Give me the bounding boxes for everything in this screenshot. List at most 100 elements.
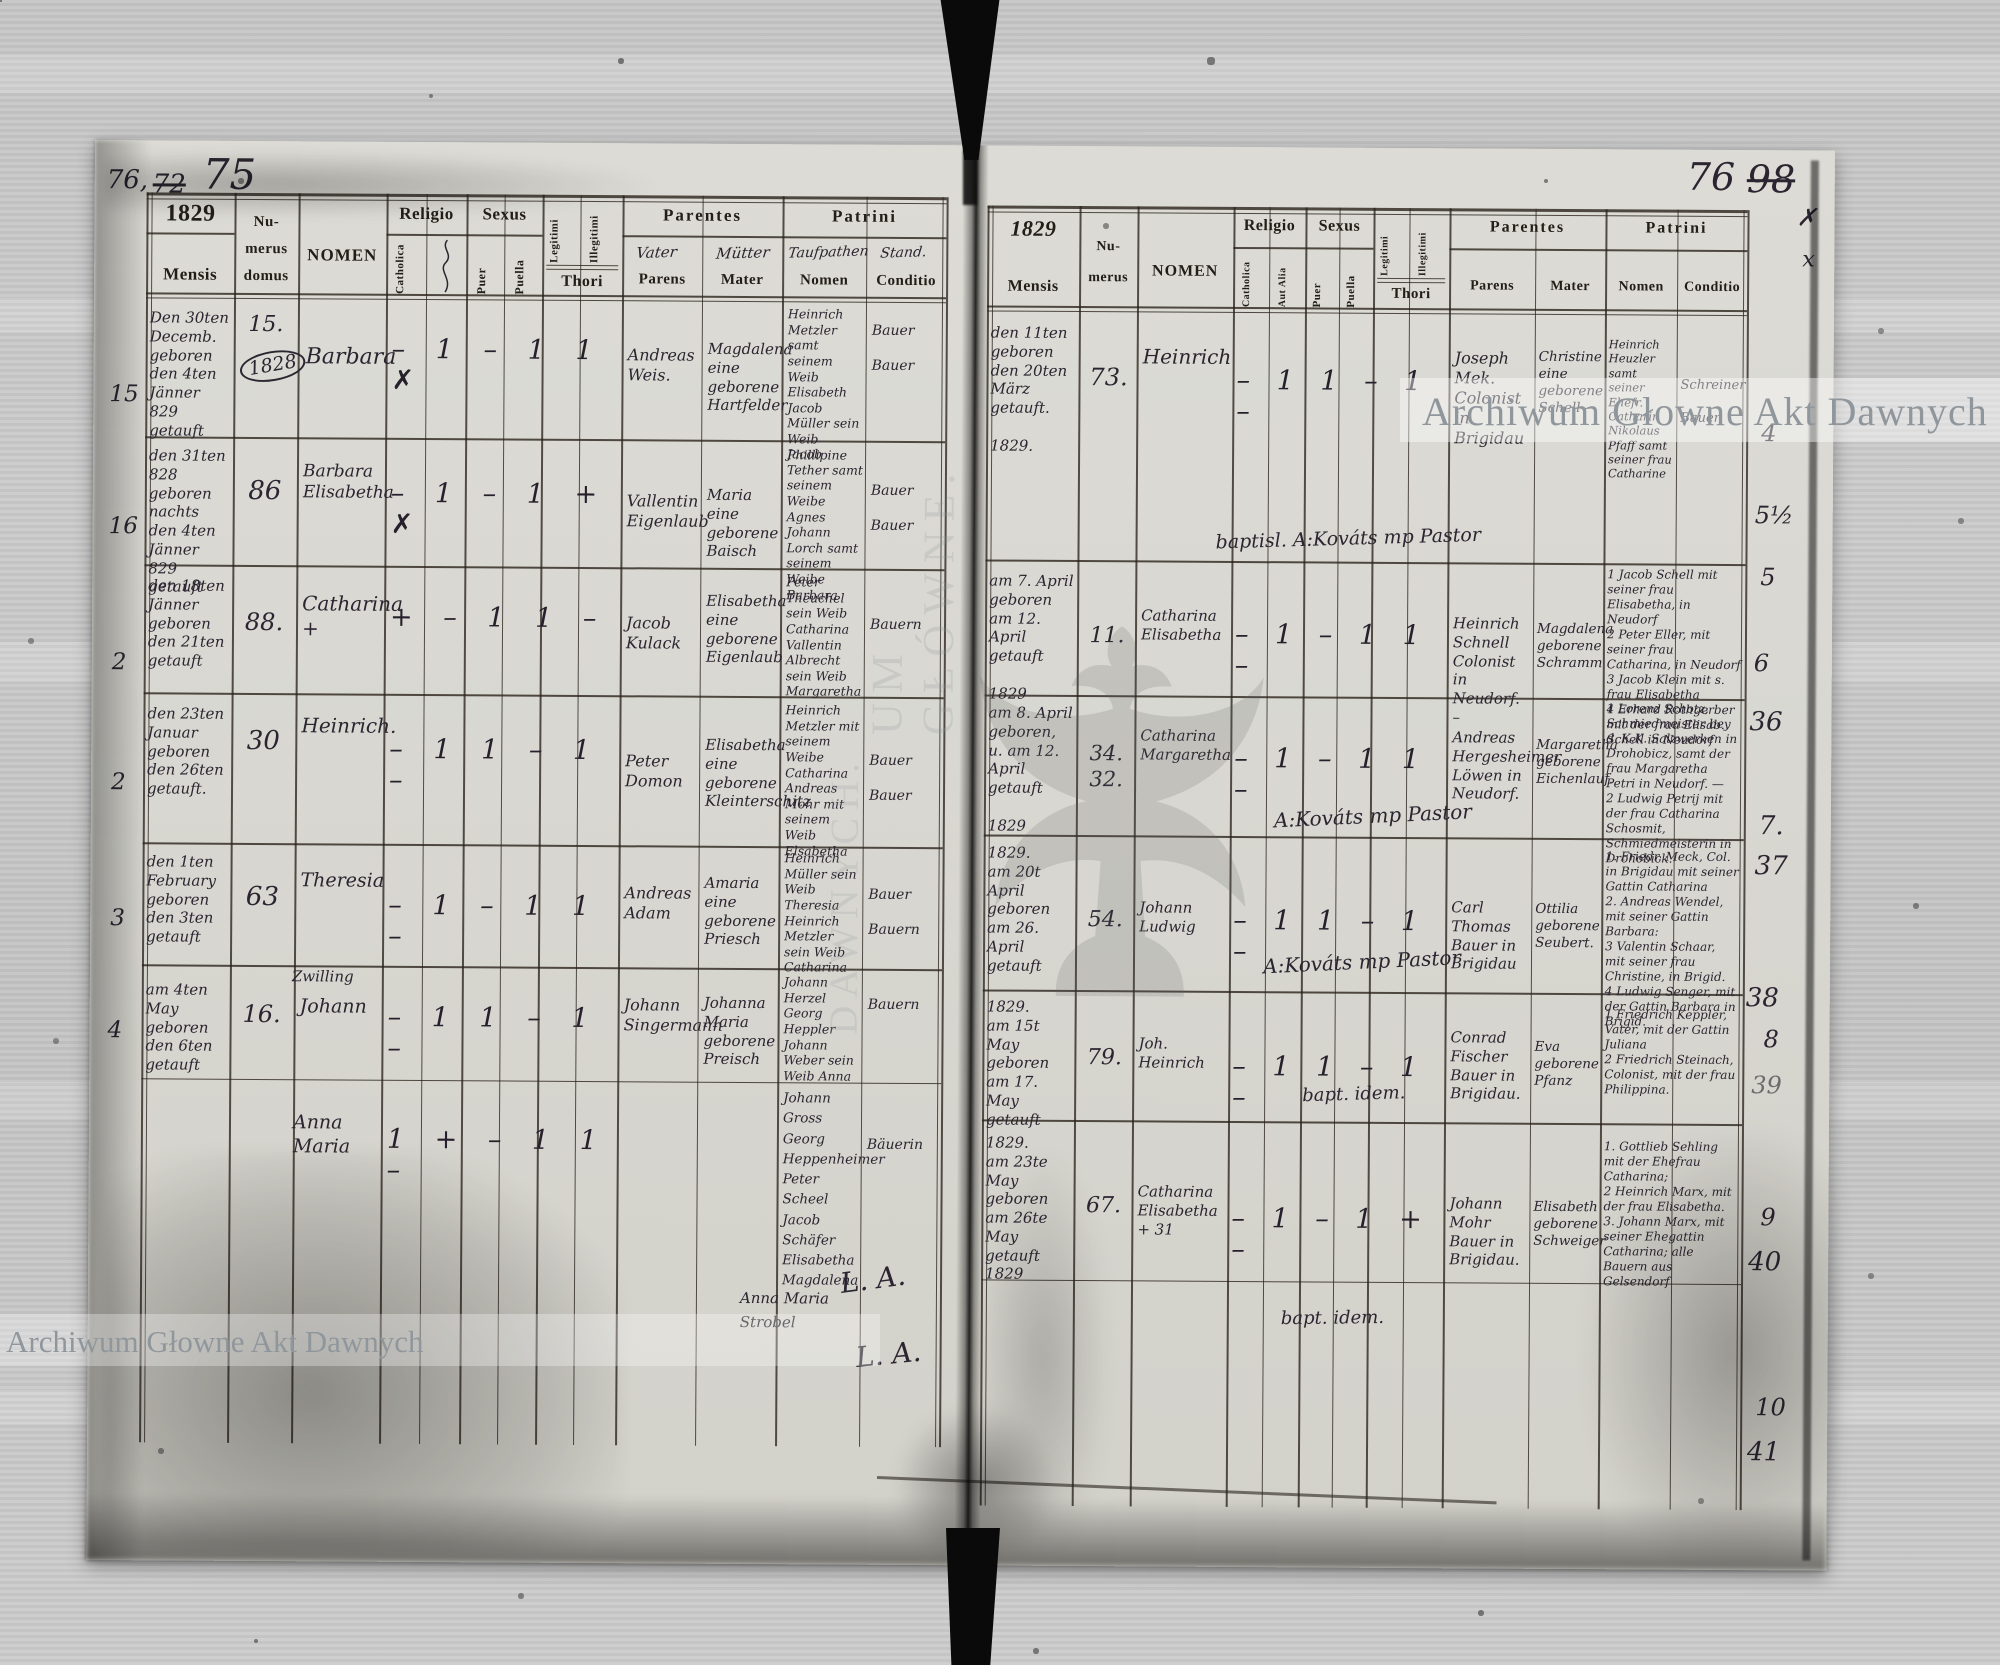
cell-nomen: Catharina + bbox=[301, 591, 404, 641]
handwritten-scrawl bbox=[442, 239, 450, 293]
grid-line bbox=[1377, 277, 1446, 280]
col-header-illegitimi: Illegitimi bbox=[1417, 232, 1429, 277]
cell-marks: + – 1 1 – bbox=[389, 601, 597, 635]
right-margin-number: 6 bbox=[1753, 649, 1770, 678]
group-header-parentes: Parentes bbox=[663, 205, 743, 225]
cell-marks: – 1 – 1 1 ✗ bbox=[391, 333, 593, 396]
cell-mater: Maria eine geborene Baisch bbox=[706, 485, 779, 561]
cell-patrini: Peter Theuchel sein Weib Catharina Valle… bbox=[785, 574, 862, 700]
grid-line bbox=[1233, 246, 1374, 250]
agad-eagle-watermark-icon bbox=[979, 626, 1264, 997]
right-margin-number: 7. bbox=[1758, 811, 1784, 842]
cell-mensis: den 18ten Jänner geboren den 21ten getau… bbox=[147, 576, 225, 670]
baptism-annotation: bapt. idem. bbox=[1301, 1082, 1406, 1107]
hand-label-stand: Stand. bbox=[879, 244, 928, 262]
group-header-religio: Religio bbox=[399, 203, 454, 224]
cell-mater: Elisabetha eine geborene Kleinterschitz bbox=[704, 735, 811, 811]
col-header-patrini-nomen: Nomen bbox=[1618, 279, 1664, 295]
watermark-band bbox=[0, 1314, 880, 1366]
cell-conditio: Bauer Bauer bbox=[871, 322, 915, 375]
right-page-number: 76 bbox=[1686, 154, 1736, 200]
col-header-mater: Mater bbox=[720, 271, 764, 289]
hand-label-mutter: Mütter bbox=[715, 243, 771, 263]
right-margin-number: 41 bbox=[1746, 1437, 1781, 1468]
group-header-parentes: Parentes bbox=[1489, 218, 1566, 236]
cell-domus: 16. bbox=[242, 999, 281, 1029]
col-header-puella: Puella bbox=[512, 259, 527, 295]
archive-watermark-bottom: Archiwum Głowne Akt Dawnych bbox=[6, 1324, 424, 1359]
cell-mater: Magdalena eine geborene Hartfelder bbox=[707, 339, 793, 415]
cell-domus: 79. bbox=[1086, 1045, 1122, 1071]
col-header-thori: Thori bbox=[561, 272, 604, 291]
left-corner-note: 76, bbox=[106, 165, 149, 196]
cell-mater: Elisabetha eine geborene Eigenlaub bbox=[705, 591, 787, 667]
cell-nomen: Barbara Elisabetha bbox=[302, 461, 394, 504]
grid-line bbox=[546, 264, 619, 267]
group-header-patrini: Patrini bbox=[1645, 219, 1708, 237]
cell-nomen: Joh. Heinrich bbox=[1138, 1034, 1205, 1072]
cell-nomen: Barbara bbox=[305, 344, 397, 370]
center-watermark-text: UM GŁÓWNE. bbox=[862, 463, 965, 736]
right-margin-number: 39 bbox=[1751, 1071, 1782, 1100]
right-margin-number: 36 bbox=[1749, 707, 1783, 738]
cell-marks: – 1 1 – 1 – bbox=[388, 733, 591, 796]
cell-conditio: Bäuerin bbox=[866, 1136, 924, 1154]
cell-note-zwilling: Zwilling bbox=[291, 967, 354, 986]
col-header-patrini-nomen: Nomen bbox=[799, 272, 849, 289]
cell-patrini: Johann Gross Georg Heppenheimer Peter Sc… bbox=[781, 1090, 885, 1289]
cell-parens: Carl Thomas Bauer in Brigidau bbox=[1450, 898, 1517, 973]
right-margin-number: 9 bbox=[1760, 1203, 1776, 1232]
cell-domus: 30 bbox=[246, 725, 280, 757]
grid-line bbox=[386, 233, 543, 237]
cell-marks: – 1 – 1 + ✗ bbox=[390, 477, 598, 540]
cell-conditio: Bauer Bauern bbox=[868, 886, 920, 939]
cell-marks: – 1 – 1 1 – bbox=[388, 889, 590, 952]
left-margin-number: 2 bbox=[111, 649, 127, 676]
hand-label-taufpathen: Taufpathen bbox=[787, 243, 870, 262]
cell-patrini: 1 Lorenz Schotz, Schmiedmeister bey d. K… bbox=[1605, 701, 1738, 866]
left-margin-number: 16 bbox=[108, 513, 139, 540]
signature-flourish: L. A. bbox=[838, 1258, 908, 1300]
corner-flourish: x bbox=[1802, 247, 1815, 273]
group-header-sexus: Sexus bbox=[482, 204, 527, 224]
left-margin-number: 2 bbox=[110, 769, 126, 796]
grid-line bbox=[379, 193, 389, 1444]
film-splice-wedge-bottom bbox=[946, 1528, 1000, 1665]
col-header-puer: Puer bbox=[1310, 282, 1324, 308]
col-header-aut-alia: Aut Alia bbox=[1277, 267, 1289, 308]
cell-mensis: den 31ten 828 geboren nachts den 4ten Jä… bbox=[148, 446, 226, 596]
paper-edge-line bbox=[1802, 160, 1819, 1561]
col-header-mater: Mater bbox=[1550, 278, 1591, 295]
year-label: 1829 bbox=[165, 200, 216, 227]
film-splice-tail bbox=[963, 150, 977, 205]
col-header-nomen: NOMEN bbox=[1151, 262, 1219, 280]
left-margin-number: 15 bbox=[109, 381, 139, 408]
grid-line bbox=[1449, 248, 1748, 253]
col-header-puer: Puer bbox=[474, 267, 489, 295]
group-header-patrini: Patrini bbox=[831, 206, 898, 226]
cell-mater: Johanna Maria geborene Preisch bbox=[703, 993, 776, 1069]
col-header-parens: Parens bbox=[1470, 278, 1515, 294]
cell-marks: – 1 1 – 1 – bbox=[387, 1001, 589, 1064]
cell-parens: Johann Mohr Bauer in Brigidau. bbox=[1449, 1194, 1520, 1269]
cell-mater: Ottilia geborene Seubert. bbox=[1535, 900, 1600, 951]
cell-marks: – 1 – 1 + – bbox=[1231, 1202, 1422, 1266]
right-crossed-page-number: 98 bbox=[1746, 157, 1796, 202]
right-margin-number: 40 bbox=[1748, 1247, 1782, 1278]
cell-patrini: Heinrich Metzler samt seinem Weib Elisab… bbox=[787, 306, 860, 463]
col-header-catholica: Catholica bbox=[394, 244, 407, 294]
cell-parens: Andreas Weis. bbox=[627, 345, 695, 385]
cell-parens: Andreas Hergesheimer Löwen in Neudorf. bbox=[1451, 728, 1562, 803]
cell-patrini: 1. Friedr. Meck, Col. in Brigidau mit se… bbox=[1604, 849, 1739, 1029]
film-splice-wedge-top bbox=[940, 0, 1000, 160]
col-header-puella: Puella bbox=[1344, 275, 1358, 308]
cell-mensis: den 23ten Januar geboren den 26ten getau… bbox=[146, 704, 225, 798]
right-margin-number: 8 bbox=[1763, 1025, 1779, 1054]
col-header-illegitimi: Illegitimi bbox=[588, 215, 601, 264]
grid-line bbox=[1377, 281, 1446, 284]
cell-domus: 86 bbox=[248, 475, 282, 507]
baptism-annotation: baptisl. A:Kováts mp Pastor bbox=[1215, 523, 1482, 554]
col-header-catholica: Catholica bbox=[1241, 261, 1253, 308]
col-header-thori: Thori bbox=[1391, 285, 1431, 303]
cell-patrini: 1 Friedrich Keppler, Vater, mit der Gatt… bbox=[1604, 1007, 1736, 1097]
